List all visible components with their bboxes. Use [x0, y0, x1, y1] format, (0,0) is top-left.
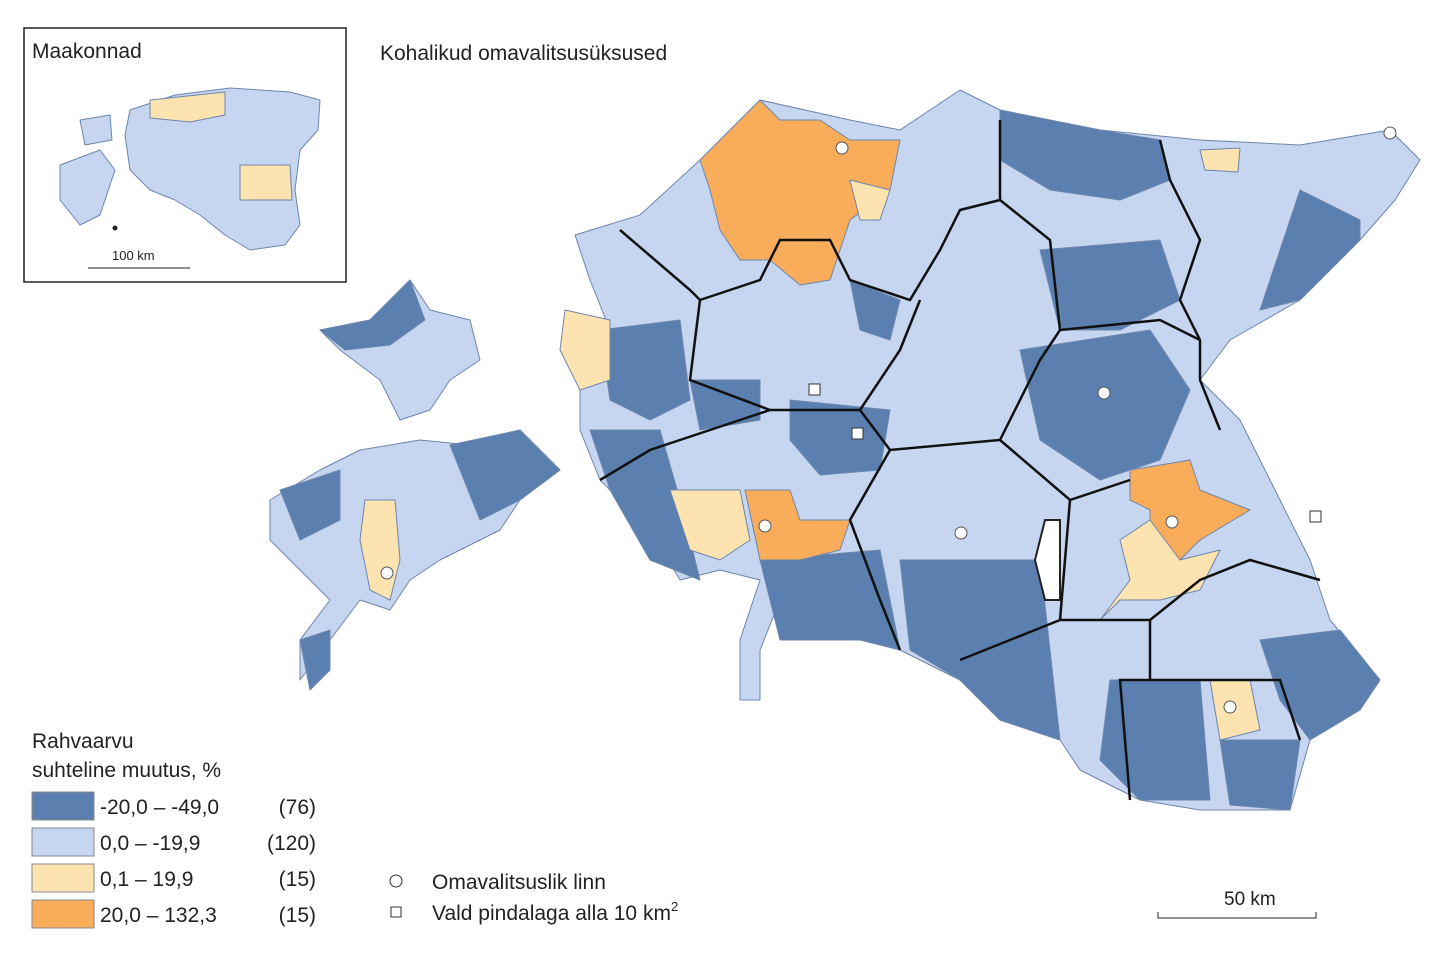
- legend-swatch: [31, 863, 95, 893]
- town-symbol: [389, 874, 403, 888]
- legend-symbol-label: Omavalitsuslik linn: [432, 871, 606, 894]
- region: [1199, 147, 1241, 173]
- region: [79, 114, 113, 146]
- region: [689, 379, 761, 431]
- inset-map: [59, 87, 321, 251]
- legend-range: -20,0 – -49,0: [100, 796, 219, 819]
- legend-range: 0,0 – -19,9: [100, 832, 200, 855]
- region: [449, 429, 561, 521]
- legend-classes: -20,0 – -49,0 (76) 0,0 – -19,9 (120) 0,1 – 1…: [31, 791, 316, 929]
- region: [1259, 189, 1361, 311]
- legend-range: 0,1 – 19,9: [100, 868, 193, 891]
- region: [699, 99, 901, 286]
- legend-count: (15): [279, 868, 316, 891]
- legend-symbol-sup: 2: [671, 899, 678, 914]
- region: [744, 489, 851, 561]
- inset-scale: 100 km: [112, 248, 155, 263]
- region: [239, 164, 293, 201]
- region: [589, 429, 701, 581]
- main-map: [269, 89, 1421, 811]
- legend-symbol-text: Vald pindalaga alla 10 km: [432, 902, 671, 925]
- region: [599, 319, 691, 421]
- region: [789, 399, 891, 476]
- legend-count: (120): [267, 832, 316, 855]
- map-title: Kohalikud omavalitsusüksused: [380, 42, 667, 65]
- legend-count: (76): [279, 796, 316, 819]
- inset-title: Maakonnad: [32, 40, 142, 63]
- region: [59, 149, 116, 226]
- region: [849, 179, 891, 221]
- legend-swatch: [31, 827, 95, 857]
- legend-symbol-label: Vald pindalaga alla 10 km2: [432, 899, 678, 925]
- map-scale: 50 km: [1224, 889, 1276, 910]
- region: [849, 279, 901, 341]
- region: [1019, 329, 1191, 481]
- region: [1039, 239, 1181, 331]
- region: [759, 549, 901, 651]
- region: [899, 559, 1061, 741]
- legend-count: (15): [279, 904, 316, 927]
- region: [1219, 739, 1301, 811]
- region: [999, 109, 1171, 201]
- legend-swatch: [31, 899, 95, 929]
- region: [319, 279, 426, 351]
- region: [299, 629, 331, 691]
- legend-range: 20,0 – 132,3: [100, 904, 217, 927]
- legend-swatch: [31, 791, 95, 821]
- region: [559, 309, 611, 391]
- region: [669, 489, 751, 561]
- small-parish-symbol: [390, 906, 402, 918]
- region: [124, 87, 321, 251]
- map-scale-bar: [1157, 912, 1317, 919]
- legend-title: Rahvaarvu: [32, 730, 134, 753]
- region: [279, 469, 341, 541]
- region: [149, 91, 226, 123]
- legend-title: suhteline muutus, %: [32, 759, 221, 782]
